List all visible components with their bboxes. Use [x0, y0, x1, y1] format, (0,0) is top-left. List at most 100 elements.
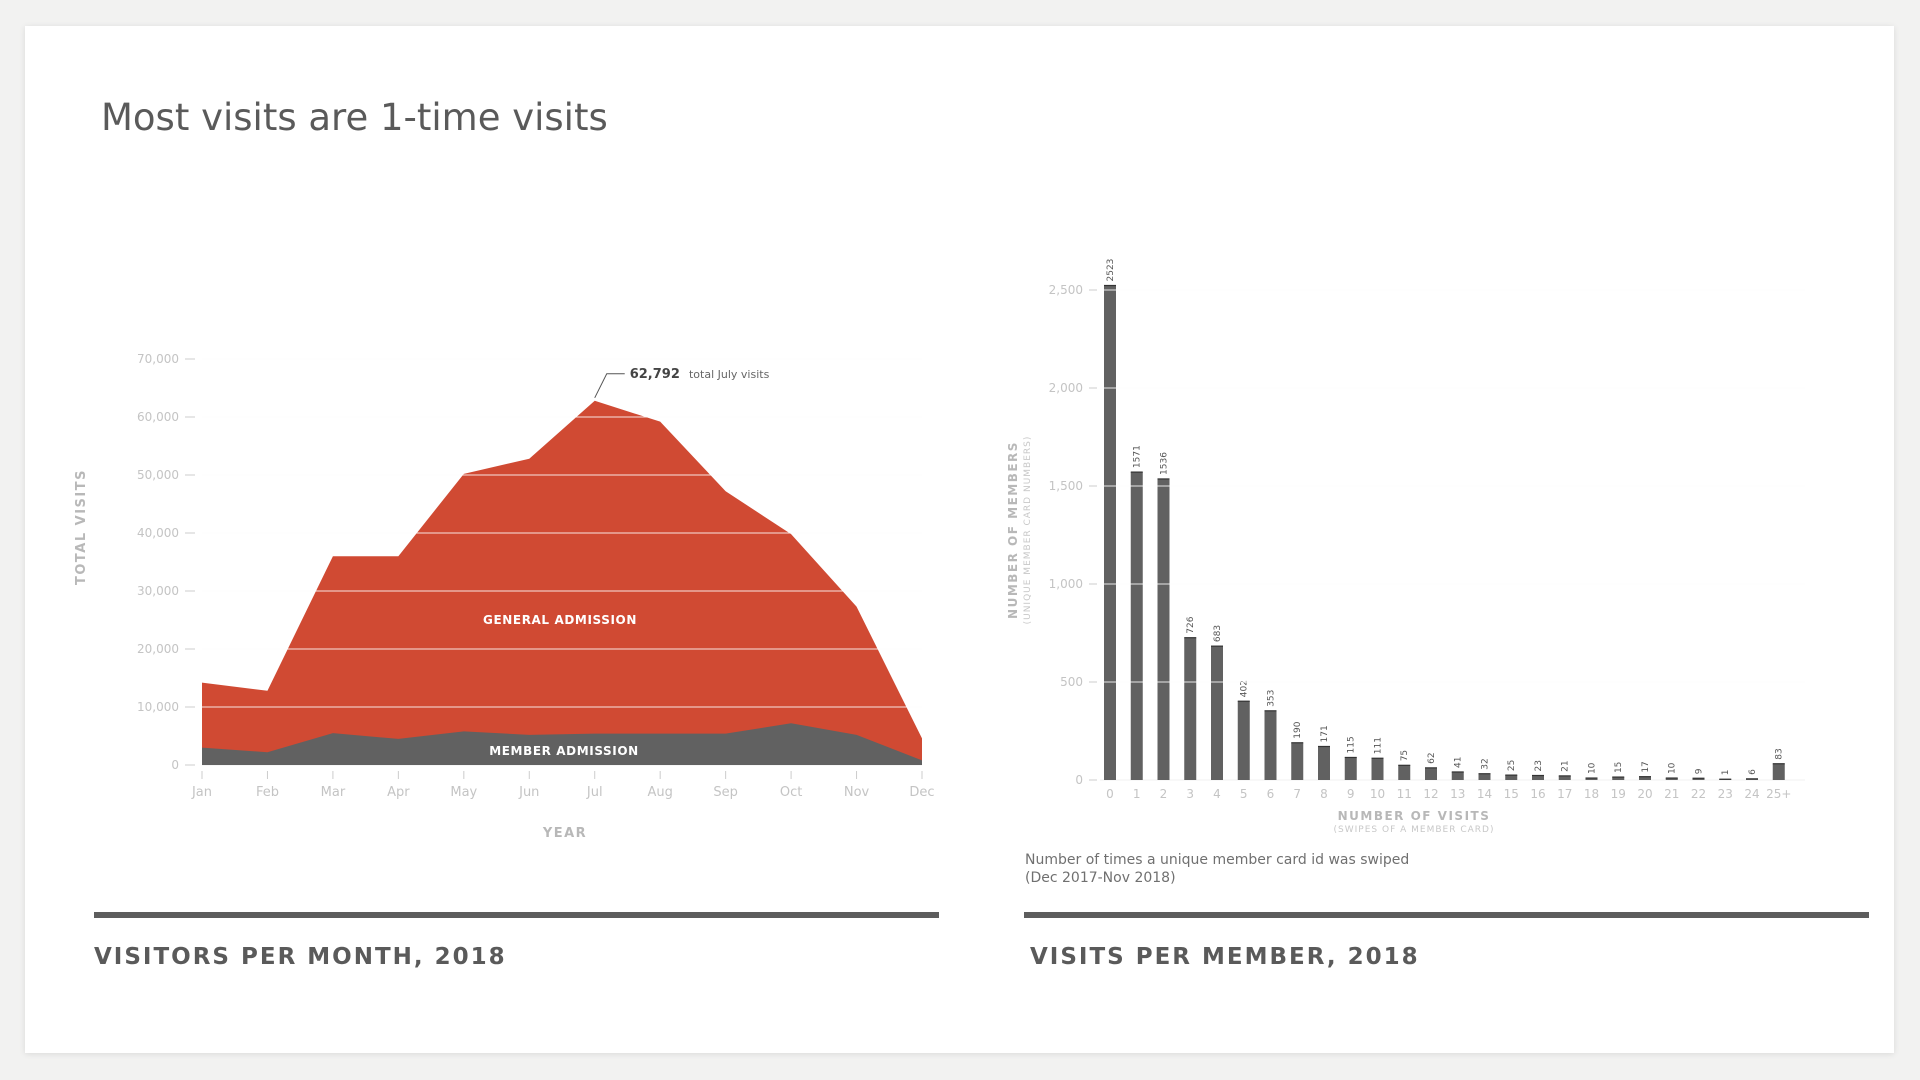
july-callout: 62,792 total July visits [594, 363, 770, 399]
bar-x-tick-label: 10 [1370, 787, 1385, 801]
bar-value-label: 41 [1454, 757, 1464, 768]
area-x-axis: Jan Feb Mar Apr May Jun Jul Aug Sep Oct Nov Dec [191, 771, 935, 800]
bar-x-tick-label: 7 [1293, 787, 1301, 801]
slide [25, 26, 1894, 1053]
bar [1344, 757, 1357, 780]
bar-x-tick-label: 18 [1584, 787, 1599, 801]
area-x-tick-label: Mar [321, 785, 346, 800]
bar-value-label: 62 [1427, 752, 1437, 763]
bar [1665, 778, 1678, 780]
bar-x-tick-label: 8 [1320, 787, 1328, 801]
caption-line-1: Number of times a unique member card id … [1025, 852, 1410, 868]
bar-value-label: 15 [1614, 762, 1624, 773]
bar-value-label: 171 [1320, 725, 1330, 742]
bar [1692, 778, 1705, 780]
bar-y-tick-label: 0 [1075, 773, 1083, 787]
area-x-tick-label: Oct [780, 785, 802, 800]
area-x-tick-label: Apr [387, 785, 410, 800]
bar [1318, 746, 1330, 780]
general-admission-label: GENERAL ADMISSION [483, 613, 637, 627]
area-x-tick-label: Feb [256, 785, 279, 800]
bar-value-label: 75 [1400, 750, 1410, 761]
bar-x-tick-label: 3 [1186, 787, 1194, 801]
area-x-tick-label: Nov [844, 785, 870, 800]
bar-x-tick-label: 5 [1240, 787, 1248, 801]
bar-x-axis-title: NUMBER OF VISITS [1338, 809, 1491, 823]
bar-x-axis: 0 1 2 3 4 5 6 7 8 9 10 11 12 13 14 15 16 17 18 19 20 21 22 23 24… [1106, 787, 1791, 801]
bar [1104, 285, 1116, 780]
area-x-tick-label: Jul [586, 785, 603, 800]
bar-y-axis-title: NUMBER OF MEMBERS [1006, 441, 1020, 619]
bar-gridlines [1100, 289, 1805, 781]
bar-y-tick-label: 1,500 [1049, 479, 1083, 493]
bar-x-tick-label: 15 [1504, 787, 1519, 801]
member-admission-label: MEMBER ADMISSION [489, 744, 639, 758]
bar-value-label: 115 [1347, 736, 1357, 753]
area-y-tick-label: 60,000 [137, 410, 179, 424]
bar-value-label: 726 [1186, 616, 1196, 633]
bar-x-tick-label: 2 [1160, 787, 1168, 801]
bar-x-tick-label: 1 [1133, 787, 1141, 801]
right-footer-rule [1024, 912, 1869, 918]
area-x-tick-label: Aug [647, 785, 672, 800]
area-x-tick-label: Jun [518, 785, 539, 800]
left-chart-title: VISITORS PER MONTH, 2018 [94, 944, 507, 970]
bar [1478, 773, 1491, 780]
bar-x-tick-label: 20 [1637, 787, 1652, 801]
bar [1451, 771, 1464, 780]
bar-value-label: 25 [1507, 760, 1517, 771]
bar-x-tick-label: 13 [1450, 787, 1465, 801]
area-y-axis: 0 10,000 20,000 30,000 40,000 50,000 60,000 70,… [137, 352, 195, 772]
bar [1639, 776, 1651, 780]
callout-text: total July visits [689, 368, 770, 381]
area-y-tick-label: 0 [171, 758, 179, 772]
area-x-axis-title: YEAR [542, 826, 587, 841]
area-layers [202, 400, 922, 765]
bar-value-label: 1 [1721, 769, 1731, 775]
bar-x-tick-label: 14 [1477, 787, 1492, 801]
bar-x-tick-label: 19 [1611, 787, 1626, 801]
bar-value-label: 83 [1775, 748, 1785, 759]
right-chart-title: VISITS PER MEMBER, 2018 [1030, 944, 1420, 970]
bar-chart-caption: Number of times a unique member card id … [1025, 851, 1525, 887]
bar-value-label: 6 [1748, 769, 1758, 775]
callout-value: 62,792 [630, 367, 680, 382]
bar [1558, 775, 1571, 780]
callout-leader-line [594, 373, 625, 399]
bar-y-axis-subtitle: (UNIQUE MEMBER CARD NUMBERS) [1023, 436, 1033, 625]
bar [1532, 775, 1544, 780]
area-y-tick-label: 10,000 [137, 700, 179, 714]
bar [1130, 472, 1143, 780]
bar-y-tick-label: 1,000 [1049, 577, 1083, 591]
area-y-tick-label: 40,000 [137, 526, 179, 540]
bar-value-label: 402 [1240, 680, 1250, 697]
bar-y-tick-label: 2,000 [1049, 381, 1083, 395]
bar-x-tick-label: 23 [1718, 787, 1733, 801]
member-admission-area [202, 723, 922, 765]
bar [1398, 765, 1411, 780]
bar-y-axis: 0 500 1,000 1,500 2,000 2,500 [1049, 283, 1097, 787]
bar-x-axis-subtitle: (SWIPES OF A MEMBER CARD) [1334, 825, 1495, 835]
bar [1264, 710, 1277, 780]
bar-value-label: 111 [1374, 737, 1384, 754]
bar-x-tick-label: 21 [1664, 787, 1679, 801]
bar-value-label: 683 [1213, 625, 1223, 642]
bar-x-tick-label: 16 [1530, 787, 1545, 801]
area-y-tick-label: 70,000 [137, 352, 179, 366]
area-y-tick-label: 30,000 [137, 584, 179, 598]
bar [1505, 775, 1518, 780]
bar [1612, 777, 1625, 780]
bar-value-label: 17 [1641, 761, 1651, 772]
svg-text:62,792 total July visits: 62,792 total July visits [630, 363, 770, 382]
bar-overlay-gridlines [1100, 289, 1805, 683]
bar-value-label: 1571 [1133, 445, 1143, 468]
bar-x-tick-label: 6 [1267, 787, 1275, 801]
bar [1291, 742, 1304, 780]
bar-value-label: 353 [1267, 690, 1277, 707]
bar-value-label: 21 [1561, 760, 1571, 771]
bar-value-label: 10 [1668, 762, 1678, 774]
caption-line-2: (Dec 2017-Nov 2018) [1025, 870, 1176, 886]
area-x-tick-label: Dec [909, 785, 934, 800]
bar-value-label: 2523 [1106, 259, 1116, 282]
